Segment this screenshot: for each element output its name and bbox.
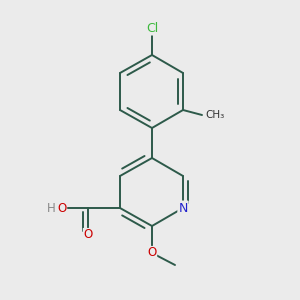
Text: O: O bbox=[147, 247, 157, 260]
Text: O: O bbox=[83, 229, 93, 242]
Text: Cl: Cl bbox=[146, 22, 158, 34]
Text: N: N bbox=[178, 202, 188, 214]
Text: H: H bbox=[47, 202, 56, 214]
Text: O: O bbox=[57, 202, 67, 214]
Text: CH₃: CH₃ bbox=[205, 110, 224, 120]
